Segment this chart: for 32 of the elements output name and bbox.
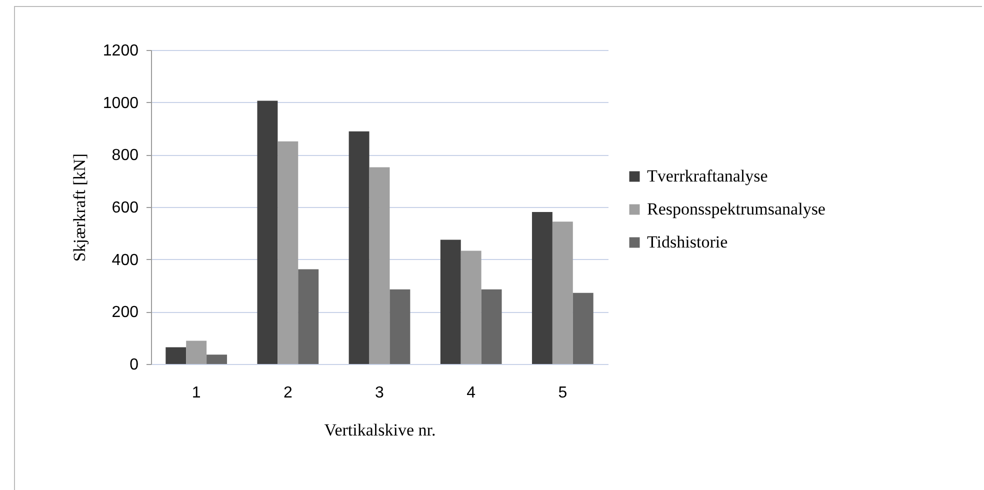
legend-label: Tverrkraftanalyse bbox=[647, 166, 768, 186]
x-axis-title: Vertikalskive nr. bbox=[324, 420, 436, 440]
bar bbox=[348, 131, 370, 364]
bar bbox=[390, 289, 410, 364]
x-tick-label: 2 bbox=[283, 384, 292, 402]
bar bbox=[257, 100, 278, 364]
y-axis-title: Skjærkraft [kN] bbox=[70, 153, 89, 262]
bar bbox=[206, 354, 228, 364]
x-tick-label: 4 bbox=[466, 384, 476, 402]
bar bbox=[552, 222, 573, 364]
bar bbox=[440, 240, 461, 364]
x-tick-label: 3 bbox=[375, 384, 384, 402]
y-tick-label: 1200 bbox=[102, 42, 139, 60]
x-tick-label: 1 bbox=[192, 384, 201, 402]
bar bbox=[166, 347, 186, 364]
bar bbox=[532, 212, 552, 364]
y-tick-label: 1000 bbox=[102, 94, 139, 112]
bar bbox=[298, 269, 319, 364]
bar bbox=[369, 167, 390, 364]
bar bbox=[186, 340, 207, 364]
bar bbox=[278, 141, 298, 364]
y-tick-label: 600 bbox=[112, 200, 139, 216]
y-tick-label: 0 bbox=[130, 356, 139, 374]
y-tick-label: 400 bbox=[112, 252, 139, 269]
legend-label: Tidshistorie bbox=[647, 232, 728, 252]
y-tick-label: 200 bbox=[112, 304, 139, 322]
legend-label: Responsspektrumsanalyse bbox=[647, 200, 826, 218]
bar bbox=[481, 289, 502, 364]
bar bbox=[460, 250, 482, 364]
y-tick-label: 800 bbox=[112, 147, 139, 164]
bar bbox=[572, 292, 594, 364]
x-tick-label: 5 bbox=[558, 384, 568, 402]
